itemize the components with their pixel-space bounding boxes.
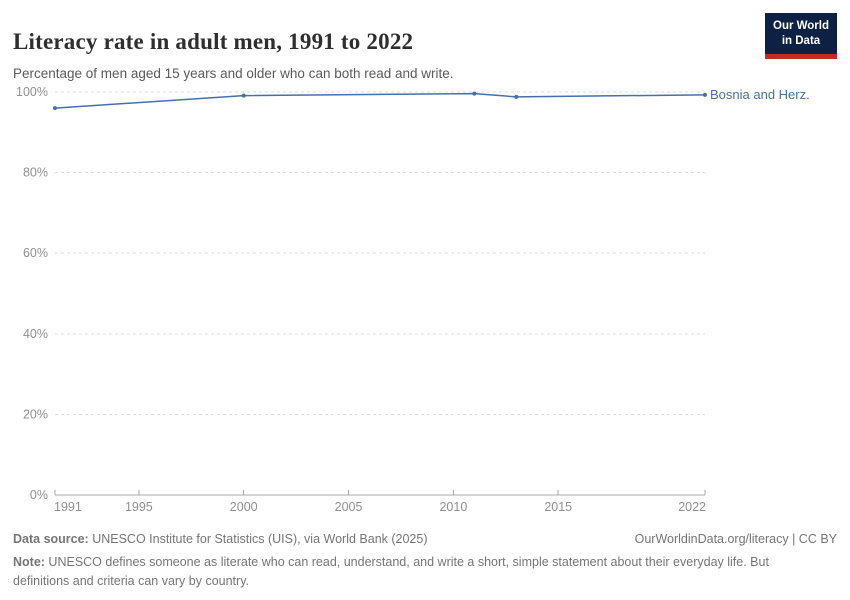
y-tick-label: 40% <box>23 327 48 341</box>
page-title: Literacy rate in adult men, 1991 to 2022 <box>13 29 414 55</box>
owid-logo-line1: Our World <box>773 20 830 32</box>
x-tick-label: 1995 <box>125 500 153 514</box>
y-tick-label: 60% <box>23 246 48 260</box>
x-tick-label: 2022 <box>678 500 706 514</box>
chart-subtitle: Percentage of men aged 15 years and olde… <box>13 65 454 81</box>
series-point <box>703 92 707 97</box>
y-tick-label: 0% <box>30 488 48 502</box>
data-source-line: Data source: UNESCO Institute for Statis… <box>13 532 428 546</box>
series-point <box>472 91 477 96</box>
y-tick-label: 100% <box>16 85 48 99</box>
y-tick-label: 20% <box>23 407 48 421</box>
x-tick-label: 1991 <box>54 500 82 514</box>
x-tick-label: 2015 <box>544 500 572 514</box>
data-source-text: UNESCO Institute for Statistics (UIS), v… <box>88 532 428 546</box>
series-point <box>241 93 246 98</box>
owid-license-link[interactable]: OurWorldinData.org/literacy | CC BY <box>634 532 837 546</box>
series-entity-label[interactable]: Bosnia and Herz. <box>710 87 810 102</box>
owid-logo[interactable]: Our World in Data <box>765 13 837 59</box>
note-text: UNESCO defines someone as literate who c… <box>13 555 769 588</box>
chart-note: Note: UNESCO defines someone as literate… <box>13 553 808 591</box>
x-tick-label: 2010 <box>439 500 467 514</box>
series-point <box>53 106 57 111</box>
y-tick-label: 80% <box>23 166 48 180</box>
series-point <box>514 94 519 99</box>
chart-footer: Data source: UNESCO Institute for Statis… <box>13 532 837 591</box>
owid-logo-line2: in Data <box>781 34 821 47</box>
note-label: Note: <box>13 555 45 569</box>
data-source-label: Data source: <box>13 532 89 546</box>
series-line <box>54 92 706 109</box>
x-tick-label: 2000 <box>230 500 258 514</box>
x-tick-label: 2005 <box>335 500 363 514</box>
